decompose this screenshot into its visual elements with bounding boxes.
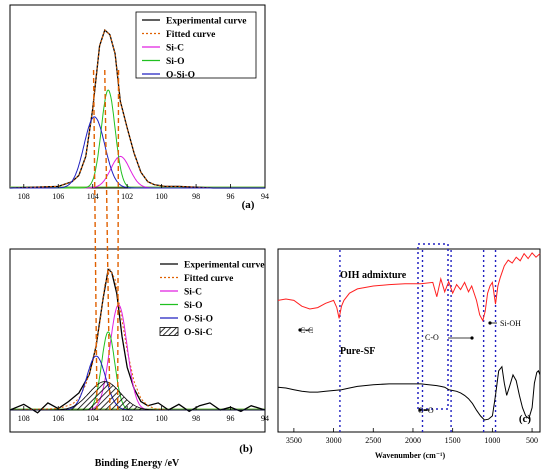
panel-a-legend-box (135, 11, 257, 79)
x-tick-label: 1000 (484, 436, 500, 445)
legend-label-experimental-curve: Experimental curve (166, 17, 246, 27)
panel-c-x-axis-label: Wavenumber (cm⁻¹) (375, 451, 446, 460)
x-tick-label: 98 (192, 192, 200, 201)
annotation-arrowhead (298, 328, 302, 332)
x-tick-label: 106 (52, 414, 64, 423)
panel-c-highlight-box (417, 243, 449, 410)
legend-swatch-o-si-c (159, 327, 179, 336)
panel-c-annotations: OIH admixture Pure-SF C-C C-O Si-OH C=O (298, 270, 521, 415)
series-pure-sf (277, 365, 541, 421)
legend-label-experimental-curve: Experimental curve (184, 261, 264, 271)
annotation-c-c: C-C (300, 326, 313, 335)
legend-label-si-c: Si-C (166, 44, 184, 54)
x-tick-label: 3000 (326, 436, 342, 445)
legend-label-o-si-o: O-Si-O (184, 315, 213, 325)
panel-b: 108 106 104 102 100 98 96 94 Experimental curve… (9, 248, 269, 469)
panel-a-x-ticks: 108 106 104 102 100 98 96 94 (18, 184, 269, 201)
annotation-arrowhead (418, 408, 422, 412)
x-tick-label: 500 (526, 436, 538, 445)
legend-label-si-c: Si-C (184, 288, 202, 298)
annotation-oih-admixture: OIH admixture (340, 270, 407, 281)
series-fitted-curve (9, 29, 265, 189)
panel-c-x-ticks: 3500 3000 2500 2000 1500 1000 500 (286, 428, 538, 445)
annotation-arrowhead (488, 321, 492, 325)
x-tick-label: 3500 (286, 436, 302, 445)
panel-b-legend-box (155, 256, 260, 338)
x-tick-label: 96 (227, 192, 235, 201)
annotation-si-oh: Si-OH (500, 319, 521, 328)
annotation-arrowhead (470, 336, 474, 340)
panel-c-label: (c) (519, 413, 532, 425)
series-experimental-curve (9, 268, 266, 414)
panel-c: 3500 3000 2500 2000 1500 1000 500 (c) Wavenumb… (277, 243, 541, 460)
panel-c-marker-lines (339, 250, 497, 432)
x-tick-label: 106 (52, 192, 64, 201)
legend-label-o-si-o: O-Si-O (166, 71, 195, 81)
panel-a: 108 106 104 102 100 98 96 94 Experimental curve… (9, 4, 269, 211)
panel-b-label: (b) (239, 443, 253, 455)
annotation-pure-sf: Pure-SF (340, 346, 375, 357)
peak-link-line (92, 69, 98, 411)
annotation-c-o: C-O (425, 333, 439, 342)
panel-b-x-ticks: 108 106 104 102 100 98 96 94 (18, 406, 269, 423)
peak-link-lines (92, 69, 120, 411)
legend-label-fitted-curve: Fitted curve (166, 30, 215, 40)
series-fitted-curve (9, 268, 265, 411)
x-tick-label: 94 (261, 192, 269, 201)
panel-b-x-axis-label: Binding Energy /eV (95, 458, 180, 469)
x-tick-label: 108 (18, 192, 30, 201)
series-oih-admixture (277, 252, 541, 322)
panel-b-curves (9, 268, 266, 414)
x-tick-label: 2500 (365, 436, 381, 445)
panel-c-frame (277, 248, 541, 433)
panel-b-legend: Experimental curve Fitted curve Si-C Si-O O-… (155, 256, 264, 338)
legend-label-si-o: Si-O (184, 301, 202, 311)
panel-a-label: (a) (242, 199, 255, 211)
x-tick-label: 100 (156, 192, 168, 201)
legend-label-si-o: Si-O (166, 57, 184, 67)
peak-link-line (116, 69, 120, 411)
series-o-si-c (10, 381, 265, 411)
panel-a-legend: Experimental curve Fitted curve Si-C Si-O O-… (135, 11, 257, 81)
x-tick-label: 96 (227, 414, 235, 423)
legend-label-o-si-c: O-Si-C (184, 328, 213, 338)
x-tick-label: 2000 (405, 436, 421, 445)
series-o-si-o (10, 116, 265, 189)
x-tick-label: 104 (87, 414, 99, 423)
legend-label-fitted-curve: Fitted curve (184, 274, 233, 284)
peak-link-line (104, 69, 111, 411)
panel-c-curves (277, 252, 541, 421)
x-tick-label: 104 (87, 192, 99, 201)
x-tick-label: 1500 (445, 436, 461, 445)
annotation-c-o: C=O (418, 406, 434, 415)
x-tick-label: 102 (121, 414, 133, 423)
x-tick-label: 94 (261, 414, 269, 423)
x-tick-label: 100 (156, 414, 168, 423)
x-tick-label: 108 (18, 414, 30, 423)
panel-a-curves (9, 28, 265, 189)
x-tick-label: 102 (121, 192, 133, 201)
x-tick-label: 98 (192, 414, 200, 423)
